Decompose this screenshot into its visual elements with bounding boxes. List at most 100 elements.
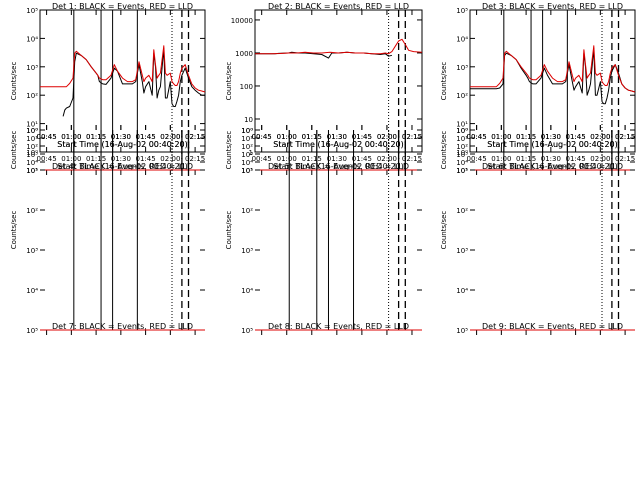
y-tick-label: 10¹: [241, 135, 253, 143]
x-tick-label: 02:00: [590, 133, 610, 141]
x-tick-label: 01:00: [491, 133, 511, 141]
detector-panel-2: Det 2: BLACK = Events, RED = LLD 1 10 100 10…: [225, 2, 423, 171]
x-axis-label: Start Time (16-Aug-02 00:40:20): [487, 140, 618, 149]
y-tick-label: 10⁰: [456, 127, 468, 135]
lld-series-line: [255, 38, 423, 55]
y-tick-label: 10⁰: [241, 127, 253, 135]
x-axis-label: Start Time (16-Aug-02 00:40:20): [57, 140, 188, 149]
x-tick-label: 01:00: [491, 133, 511, 141]
panel-title: Det 9: BLACK = Events, RED = LLD: [482, 322, 623, 331]
y-axis-label: Counts/sec: [10, 211, 18, 250]
x-tick-label: 00:45: [252, 133, 272, 141]
y-tick-label: 10²: [456, 92, 468, 100]
x-tick-label: 02:15: [402, 133, 422, 141]
x-tick-label: 02:00: [377, 133, 397, 141]
x-tick-label: 02:15: [185, 155, 205, 163]
panel-title: Det 2: BLACK = Events, RED = LLD: [268, 2, 409, 11]
x-tick-label: 01:15: [302, 155, 322, 163]
x-tick-label: 00:45: [252, 133, 272, 141]
y-tick-label: 10⁴: [456, 287, 468, 295]
y-tick-label: 10³: [241, 151, 253, 159]
y-tick-label: 10⁵: [241, 167, 253, 175]
y-axis-label: Counts/sec: [225, 211, 233, 250]
x-tick-label: 02:15: [185, 133, 205, 141]
x-tick-label: 01:00: [61, 133, 81, 141]
y-tick-label: 10⁴: [26, 35, 38, 43]
y-tick-label: 10⁴: [241, 287, 253, 295]
y-tick-label: 10⁵: [26, 167, 38, 175]
x-tick-label: 01:15: [516, 133, 536, 141]
lld-series-line: [40, 45, 206, 93]
y-tick-label: 10¹: [456, 135, 468, 143]
x-tick-label: 01:30: [541, 155, 561, 163]
panel-title: Det 4: BLACK = Events, RED = LLD: [52, 162, 193, 171]
plot-frame: [254, 9, 423, 153]
y-tick-label: 10⁵: [241, 327, 253, 335]
y-tick-label: 10²: [241, 143, 253, 151]
x-tick-label: 01:00: [61, 133, 81, 141]
x-axis-label: Start Time (16-Aug-02 00:40:20): [487, 140, 618, 149]
x-axis-label: Start Time (16-Aug-02 00:40:20): [273, 162, 404, 171]
y-axis-label: Counts/sec: [225, 131, 233, 170]
y-tick-label: 10: [244, 116, 253, 124]
x-tick-label: 02:15: [402, 133, 422, 141]
y-tick-label: 10⁰: [456, 127, 468, 135]
y-tick-label: 10⁰: [26, 149, 38, 157]
x-tick-label: 01:00: [277, 133, 297, 141]
x-tick-label: 00:45: [467, 133, 487, 141]
x-tick-label: 01:30: [541, 133, 561, 141]
y-tick-label: 10⁴: [456, 35, 468, 43]
y-tick-label: 10²: [26, 143, 38, 151]
y-tick-label: 10⁴: [26, 287, 38, 295]
y-tick-label: 10²: [241, 207, 253, 215]
x-tick-label: 01:30: [327, 155, 347, 163]
y-tick-label: 10³: [456, 151, 468, 159]
panel-title: Det 5: BLACK = Events, RED = LLD: [268, 162, 409, 171]
x-tick-label: 00:45: [37, 133, 57, 141]
x-axis-label: Start Time (16-Aug-02 00:40:20): [57, 162, 188, 171]
y-tick-label: 10³: [26, 64, 38, 72]
y-axis-label: Counts/sec: [10, 62, 18, 101]
panel-container: Det 1: BLACK = Events, RED = LLD10⁰10¹10…: [10, 2, 636, 335]
y-tick-label: 10⁴: [456, 159, 468, 167]
x-tick-label: 01:45: [136, 133, 156, 141]
detector-panel-7: Det 7: BLACK = Events, RED = LLD10⁰10¹10…: [10, 125, 205, 335]
y-tick-label: 10²: [26, 207, 38, 215]
y-tick-label: 10¹: [26, 135, 38, 143]
x-axis-label: Start Time (16-Aug-02 00:40:20): [273, 140, 404, 149]
x-tick-label: 01:15: [302, 133, 322, 141]
panel-title: Det 1: BLACK = Events, RED = LLD: [52, 2, 193, 11]
y-tick-label: 10³: [26, 151, 38, 159]
x-tick-label: 01:45: [136, 155, 156, 163]
x-axis-label: Start Time (16-Aug-02 00:40:20): [487, 162, 618, 171]
x-tick-label: 02:15: [615, 133, 635, 141]
lld-series-line: [470, 45, 636, 93]
x-tick-label: 01:45: [566, 133, 586, 141]
y-axis-label: Counts/sec: [440, 131, 448, 170]
detector-panel-9: Det 9: BLACK = Events, RED = LLD10⁰10¹10…: [440, 125, 635, 335]
x-axis-label: Start Time (16-Aug-02 00:40:20): [273, 140, 404, 149]
x-tick-label: 02:00: [160, 133, 180, 141]
y-tick-label: 10000: [231, 17, 253, 25]
detector-panel-3: Det 3: BLACK = Events, RED = LLD10⁰10¹10…: [440, 2, 636, 171]
y-tick-label: 10⁴: [241, 159, 253, 167]
y-tick-label: 10¹: [26, 121, 38, 129]
x-tick-label: 01:30: [541, 133, 561, 141]
x-tick-label: 02:00: [590, 133, 610, 141]
y-tick-label: 10¹: [26, 167, 38, 175]
x-tick-label: 00:45: [467, 155, 487, 163]
x-tick-label: 01:15: [516, 155, 536, 163]
y-axis-label: Counts/sec: [440, 211, 448, 250]
y-tick-label: 10⁰: [456, 149, 468, 157]
x-tick-label: 00:45: [252, 155, 272, 163]
x-tick-label: 01:00: [277, 155, 297, 163]
plot-frame: [39, 9, 206, 153]
detector-panel-6: Det 6: BLACK = Events, RED = LLD10⁰10¹10…: [440, 125, 635, 175]
x-tick-label: 02:00: [160, 155, 180, 163]
y-tick-label: 10²: [456, 143, 468, 151]
x-tick-label: 01:45: [136, 133, 156, 141]
y-tick-label: 10³: [456, 247, 468, 255]
x-tick-label: 02:00: [377, 133, 397, 141]
